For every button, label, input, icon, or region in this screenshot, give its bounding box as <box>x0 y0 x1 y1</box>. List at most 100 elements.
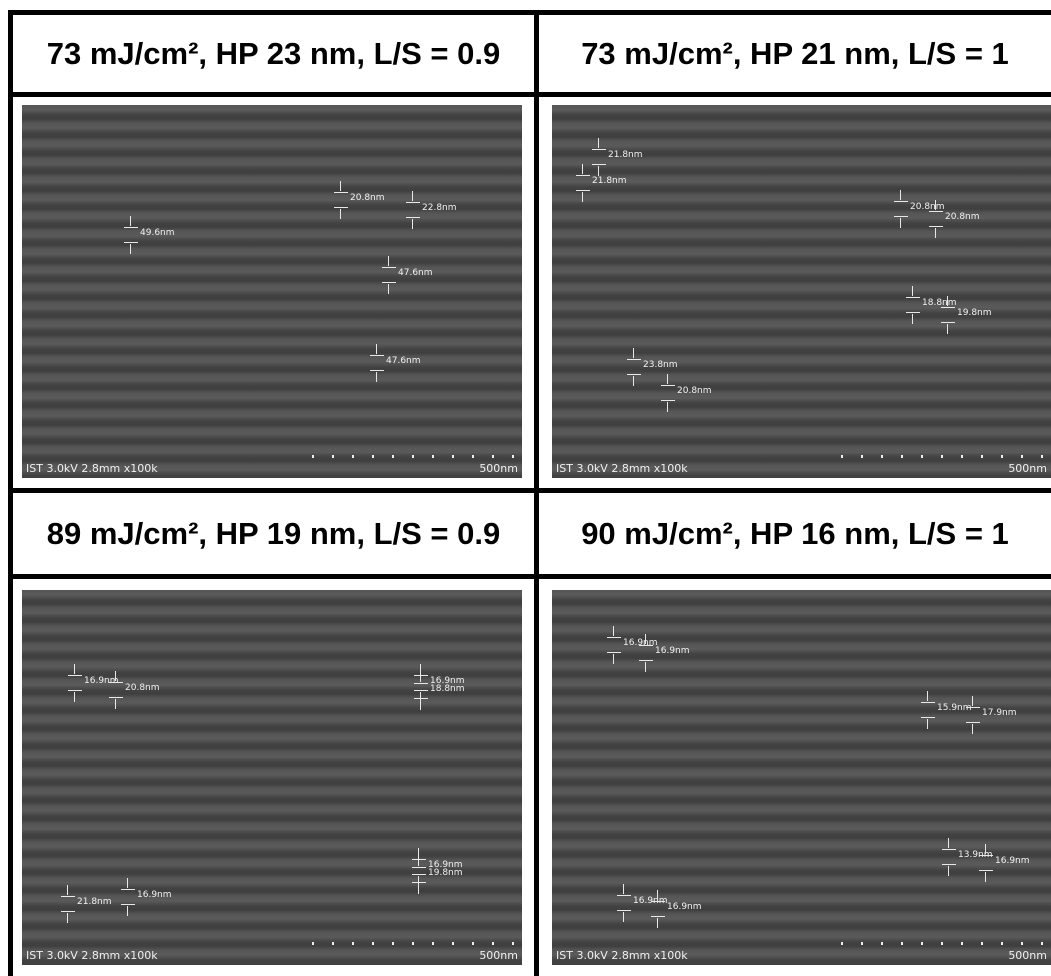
scale-tick <box>1001 942 1003 945</box>
marker <box>966 722 980 723</box>
marker <box>334 192 348 193</box>
scale-bar-label: 500nm <box>479 462 518 475</box>
marker <box>576 190 590 191</box>
scale-bar-label: 500nm <box>479 949 518 962</box>
marker <box>388 284 389 294</box>
marker <box>576 175 590 176</box>
marker <box>592 164 606 165</box>
marker <box>929 226 943 227</box>
scale-tick <box>332 455 334 458</box>
marker <box>406 202 420 203</box>
marker <box>985 844 986 854</box>
scale-tick <box>881 455 883 458</box>
measurement-label: 47.6nm <box>386 356 421 366</box>
marker <box>420 700 421 710</box>
marker <box>627 374 641 375</box>
marker <box>900 218 901 228</box>
marker <box>617 895 631 896</box>
marker <box>894 201 908 202</box>
marker <box>340 209 341 219</box>
marker <box>941 322 955 323</box>
marker <box>941 307 955 308</box>
marker <box>412 859 426 860</box>
measurement-label: 19.8nm <box>428 868 463 878</box>
scale-tick <box>861 455 863 458</box>
scale-tick <box>492 942 494 945</box>
marker <box>414 675 428 676</box>
measurement-label: 21.8nm <box>592 176 627 186</box>
scale-tick <box>921 942 923 945</box>
marker <box>115 671 116 681</box>
marker <box>115 699 116 709</box>
scale-tick <box>1041 942 1043 945</box>
scale-tick <box>332 942 334 945</box>
marker <box>61 896 75 897</box>
scale-tick <box>452 455 454 458</box>
scale-tick <box>372 455 374 458</box>
marker <box>639 645 653 646</box>
scale-tick <box>921 455 923 458</box>
marker <box>942 864 956 865</box>
marker <box>406 217 420 218</box>
figure: 73 mJ/cm², HP 23 nm, L/S = 0.949.6nm20.8… <box>0 0 1051 976</box>
marker <box>598 166 599 176</box>
marker <box>124 242 138 243</box>
marker <box>130 244 131 254</box>
marker <box>127 906 128 916</box>
panel-title: 73 mJ/cm², HP 23 nm, L/S = 0.9 <box>13 15 534 92</box>
scale-tick <box>981 455 983 458</box>
marker <box>370 355 384 356</box>
scale-tick <box>492 455 494 458</box>
scale-tick <box>372 942 374 945</box>
marker <box>414 690 428 691</box>
marker <box>412 882 426 883</box>
scale-tick <box>941 942 943 945</box>
marker <box>900 190 901 200</box>
measurement-label: 21.8nm <box>608 150 643 160</box>
scale-tick <box>512 455 514 458</box>
marker <box>418 856 419 866</box>
measurement-label: 15.9nm <box>937 703 972 713</box>
marker <box>412 874 426 875</box>
marker <box>979 870 993 871</box>
marker <box>414 683 428 684</box>
scale-bar-label: 500nm <box>1008 462 1047 475</box>
marker <box>627 359 641 360</box>
marker <box>412 867 426 868</box>
marker <box>972 724 973 734</box>
border <box>8 92 1051 97</box>
marker <box>592 149 606 150</box>
marker <box>382 267 396 268</box>
marker <box>947 324 948 334</box>
marker <box>657 918 658 928</box>
panel-title: 73 mJ/cm², HP 21 nm, L/S = 1 <box>539 15 1051 92</box>
marker <box>948 838 949 848</box>
measurement-label: 23.8nm <box>643 360 678 370</box>
panel-title: 89 mJ/cm², HP 19 nm, L/S = 0.9 <box>13 493 534 574</box>
scale-tick <box>901 942 903 945</box>
marker <box>68 690 82 691</box>
marker <box>661 400 675 401</box>
scale-tick <box>312 942 314 945</box>
measurement-label: 19.8nm <box>957 308 992 318</box>
scale-tick <box>981 942 983 945</box>
marker <box>607 637 621 638</box>
measurement-label: 22.8nm <box>422 203 457 213</box>
scale-tick <box>901 455 903 458</box>
scale-tick <box>452 942 454 945</box>
marker <box>376 372 377 382</box>
scale-tick <box>432 455 434 458</box>
marker <box>67 913 68 923</box>
marker <box>667 402 668 412</box>
scale-tick <box>841 455 843 458</box>
scale-tick <box>1021 455 1023 458</box>
marker <box>929 211 943 212</box>
scale-tick <box>432 942 434 945</box>
scale-tick <box>412 455 414 458</box>
marker <box>130 216 131 226</box>
scale-tick <box>392 455 394 458</box>
marker <box>74 692 75 702</box>
measurement-label: 20.8nm <box>350 193 385 203</box>
